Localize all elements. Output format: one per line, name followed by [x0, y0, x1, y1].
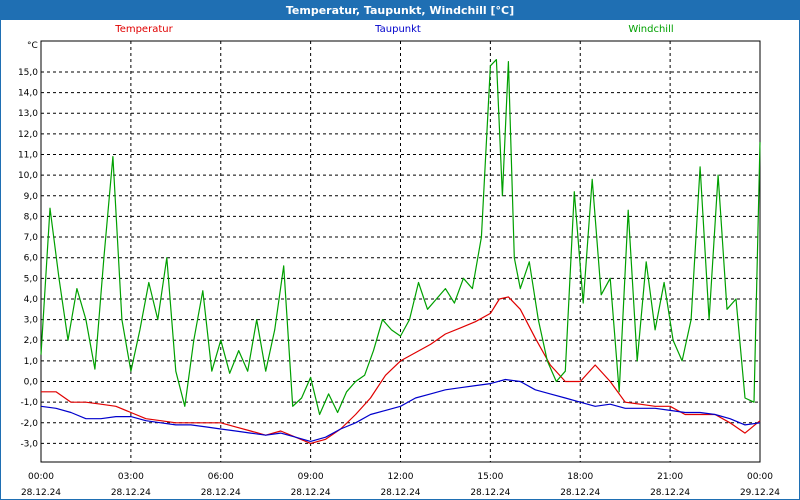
- y-tick-label: 15,0: [18, 68, 38, 78]
- x-tick-date: 28.12.24: [470, 488, 510, 498]
- y-tick-label: 6,0: [24, 254, 39, 264]
- y-tick-label: 12,0: [18, 130, 38, 140]
- x-tick-date: 28.12.24: [21, 488, 61, 498]
- y-tick-label: 10,0: [18, 171, 38, 181]
- y-axis-label: °C: [27, 41, 38, 51]
- grid: [40, 41, 761, 462]
- legend-entry-temperatur: Temperatur: [114, 24, 173, 35]
- x-tick-date: 29.12.24: [740, 488, 780, 498]
- x-tick-date: 28.12.24: [650, 488, 690, 498]
- y-tick-label: 4,0: [24, 295, 39, 305]
- legend-entry-taupunkt: Taupunkt: [374, 24, 421, 35]
- y-tick-label: 8,0: [24, 212, 39, 222]
- x-tick-date: 28.12.24: [291, 488, 331, 498]
- plot-frame: [40, 40, 761, 463]
- series-line-windchill: [40, 58, 761, 416]
- x-tick-time: 12:00: [388, 472, 414, 482]
- x-tick-time: 03:00: [118, 472, 144, 482]
- x-tick-date: 28.12.24: [111, 488, 151, 498]
- y-tick-label: -3,0: [20, 439, 38, 449]
- x-tick-time: 00:00: [28, 472, 54, 482]
- y-tick-label: 14,0: [18, 89, 38, 99]
- y-tick-label: 9,0: [24, 192, 39, 202]
- y-tick-label: -2,0: [20, 419, 38, 429]
- x-tick-date: 28.12.24: [560, 488, 600, 498]
- series-line-temperatur: [41, 296, 761, 444]
- x-tick-time: 09:00: [298, 472, 324, 482]
- axes: [40, 40, 761, 463]
- y-tick-label: 5,0: [24, 274, 39, 284]
- series-lines: [40, 58, 761, 444]
- y-tick-label: -1,0: [20, 398, 38, 408]
- y-tick-label: 13,0: [18, 109, 38, 119]
- x-tick-time: 18:00: [567, 472, 593, 482]
- y-tick-labels: -3,0 -2,0 -1,0 0,0 1,0 2,0 3,0 4,0 5,0 6,0 7,0 8,0 9…: [18, 68, 38, 449]
- x-tick-time: 00:00: [747, 472, 773, 482]
- y-tick-label: 3,0: [24, 316, 39, 326]
- y-tick-label: 11,0: [18, 151, 38, 161]
- x-tick-date: 28.12.24: [201, 488, 241, 498]
- x-tick-time: 21:00: [657, 472, 683, 482]
- y-tick-label: 1,0: [24, 357, 39, 367]
- x-tick-labels: 00:00 28.12.24 03:00 28.12.24 06:00 28.12.24 0…: [21, 472, 780, 498]
- x-tick-time: 06:00: [208, 472, 234, 482]
- legend: Temperatur Taupunkt Windchill: [114, 24, 673, 35]
- y-tick-label: 2,0: [24, 336, 39, 346]
- y-tick-label: 7,0: [24, 233, 39, 243]
- series-line-taupunkt: [40, 378, 761, 442]
- legend-entry-windchill: Windchill: [628, 24, 673, 35]
- x-tick-time: 15:00: [477, 472, 503, 482]
- line-chart: -3,0 -2,0 -1,0 0,0 1,0 2,0 3,0 4,0 5,0 6,0 7,0 8,0 9…: [18, 24, 780, 498]
- window-title: Temperatur, Taupunkt, Windchill [°C]: [1, 1, 799, 20]
- x-tick-date: 28.12.24: [380, 488, 420, 498]
- y-tick-label: 0,0: [24, 378, 39, 388]
